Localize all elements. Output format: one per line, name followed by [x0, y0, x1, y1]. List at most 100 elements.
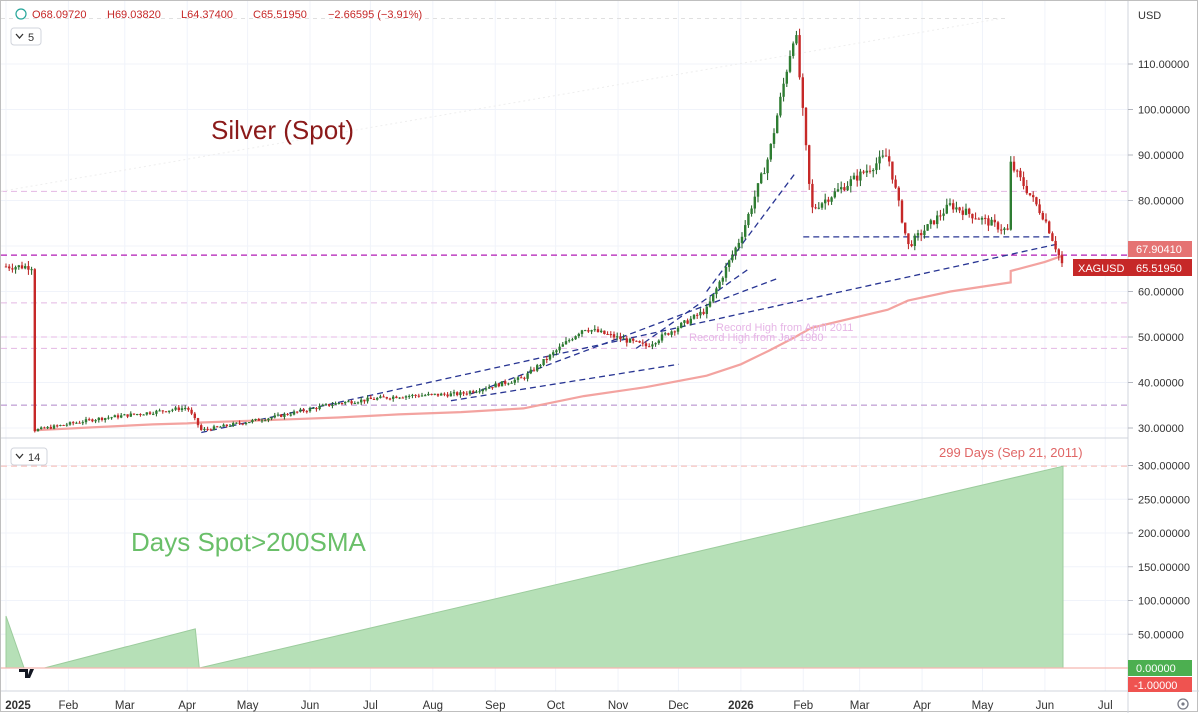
candle-body	[462, 392, 465, 394]
ohlc-change: −2.66595 (−3.91%)	[328, 9, 422, 21]
candle-body	[724, 267, 728, 278]
candle-body	[795, 35, 798, 44]
candle-body	[369, 397, 372, 400]
candle-body	[494, 383, 497, 388]
candle-body	[920, 233, 923, 236]
price-axis-label: 90.00000	[1138, 150, 1184, 162]
candle-body	[964, 208, 968, 215]
days-zero-text: 0.00000	[1136, 663, 1176, 675]
sma-200-line	[34, 254, 1064, 432]
candle-body	[529, 369, 532, 374]
candle-body	[440, 393, 443, 396]
candle-body	[161, 410, 164, 412]
candle-body	[289, 414, 292, 416]
time-axis-label: Mar	[850, 700, 870, 712]
candle-body	[574, 336, 577, 340]
chevron-down-icon	[15, 453, 24, 459]
candle-body	[347, 401, 350, 403]
candle-body	[395, 396, 398, 399]
candle-body	[571, 339, 574, 341]
days-axis[interactable]: 300.00000 250.00000 200.00000 150.00000 100.…	[1128, 461, 1190, 642]
record-high-2011-label: Record High from April 2011	[716, 322, 853, 334]
time-axis-label: Mar	[115, 700, 135, 712]
price-axis-label: 110.00000	[1138, 59, 1189, 71]
candle-body	[894, 179, 897, 188]
candle-body	[46, 426, 49, 429]
candle-body	[721, 277, 724, 282]
candle-body	[977, 218, 980, 220]
candle-body	[75, 422, 78, 424]
candle-body	[324, 404, 328, 406]
candle-body	[62, 424, 65, 426]
candle-body	[667, 333, 670, 335]
candle-body	[152, 413, 155, 415]
candle-body	[116, 415, 120, 418]
candle-body	[420, 395, 424, 397]
candle-body	[763, 173, 766, 175]
days-pane-title: Days Spot>200SMA	[131, 527, 367, 557]
candle-body	[318, 406, 321, 410]
horizontal-levels	[0, 18, 1128, 467]
price-pane-collapse-button[interactable]: 5	[10, 27, 42, 46]
candle-body	[955, 207, 958, 210]
candle-body	[232, 423, 235, 426]
candle-body	[926, 224, 929, 231]
trend-lines	[201, 172, 1060, 434]
candle-body	[648, 346, 651, 348]
candle-body	[190, 409, 193, 414]
candle-body	[299, 409, 302, 412]
ohlc-legend: O68.09720 H69.03820 L64.37400 C65.51950 …	[15, 8, 422, 21]
candle-body	[740, 236, 744, 243]
candle-body	[430, 393, 433, 395]
candle-body	[612, 334, 616, 338]
candle-body	[1028, 193, 1032, 196]
candle-body	[507, 383, 510, 385]
candle-body	[638, 341, 641, 343]
candle-body	[235, 422, 238, 424]
record-high-1980-label: Record High from Jan 1980	[689, 332, 824, 344]
tradingview-logo-icon[interactable]	[19, 669, 34, 678]
candle-body	[878, 156, 881, 164]
chevron-down-icon	[15, 33, 24, 39]
candle-body	[590, 330, 593, 332]
candle-body	[1032, 195, 1035, 198]
candle-body	[196, 418, 200, 426]
time-axis-label: Nov	[608, 700, 629, 712]
candle-body	[209, 429, 212, 431]
candle-body	[468, 391, 472, 394]
candle-body	[433, 393, 436, 395]
settings-icon[interactable]	[1177, 698, 1189, 710]
candle-body	[904, 222, 907, 234]
days-neg-text: -1.00000	[1134, 680, 1177, 692]
candle-body	[836, 189, 840, 192]
candle-body	[264, 420, 267, 422]
last-price-text: 65.51950	[1136, 263, 1182, 275]
time-axis-label: Aug	[423, 700, 443, 712]
days-pane-collapse-button[interactable]: 14	[10, 447, 48, 466]
candle-body	[756, 183, 760, 197]
candle-body	[1000, 229, 1003, 231]
candle-body	[481, 389, 484, 392]
candle-body	[785, 71, 788, 84]
candle-body	[664, 333, 667, 335]
candle-body	[1019, 170, 1022, 178]
candle-body	[555, 350, 558, 353]
candle-body	[622, 338, 625, 340]
price-axis-label: 40.00000	[1138, 378, 1184, 390]
candle-body	[88, 419, 91, 421]
candle-body	[856, 175, 859, 181]
candle-body	[158, 410, 161, 412]
time-axis[interactable]: 2025 Feb Mar Apr May Jun Jul Aug Sep Oct Nov Dec 202…	[5, 700, 1112, 712]
candle-body	[360, 399, 363, 403]
candle-body	[875, 163, 878, 171]
candle-body	[584, 330, 587, 332]
candle-body	[907, 233, 910, 245]
days-area-fill	[5, 465, 1064, 669]
candle-body	[257, 418, 260, 421]
trend-line	[201, 243, 1060, 434]
candle-body	[241, 423, 244, 425]
candle-body	[251, 420, 254, 423]
candle-body	[683, 320, 686, 323]
candle-body	[312, 408, 315, 410]
